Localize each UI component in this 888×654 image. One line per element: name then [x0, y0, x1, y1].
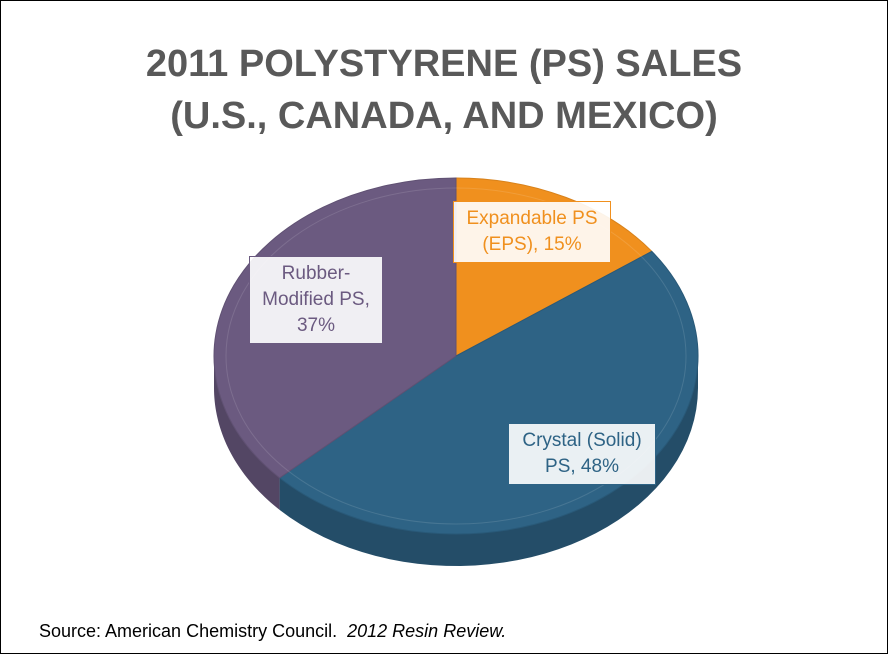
source-title: 2012 Resin Review. — [347, 621, 507, 641]
data-label: Rubber-Modified PS, 37% — [249, 256, 383, 344]
pie-rim — [225, 187, 687, 525]
slice-side — [279, 356, 698, 566]
slice-side — [214, 356, 280, 510]
chart-title: (U.S., CANADA, AND MEXICO) — [170, 95, 718, 137]
chart-title: 2011 POLYSTYRENE (PS) SALES — [145, 43, 743, 85]
source-text: Source: American Chemistry Council. — [39, 621, 338, 641]
data-label: Crystal (Solid) PS, 48% — [508, 423, 656, 485]
source: Source: American Chemistry Council. 2012… — [39, 621, 506, 642]
data-label: Expandable PS (EPS), 15% — [453, 201, 611, 263]
